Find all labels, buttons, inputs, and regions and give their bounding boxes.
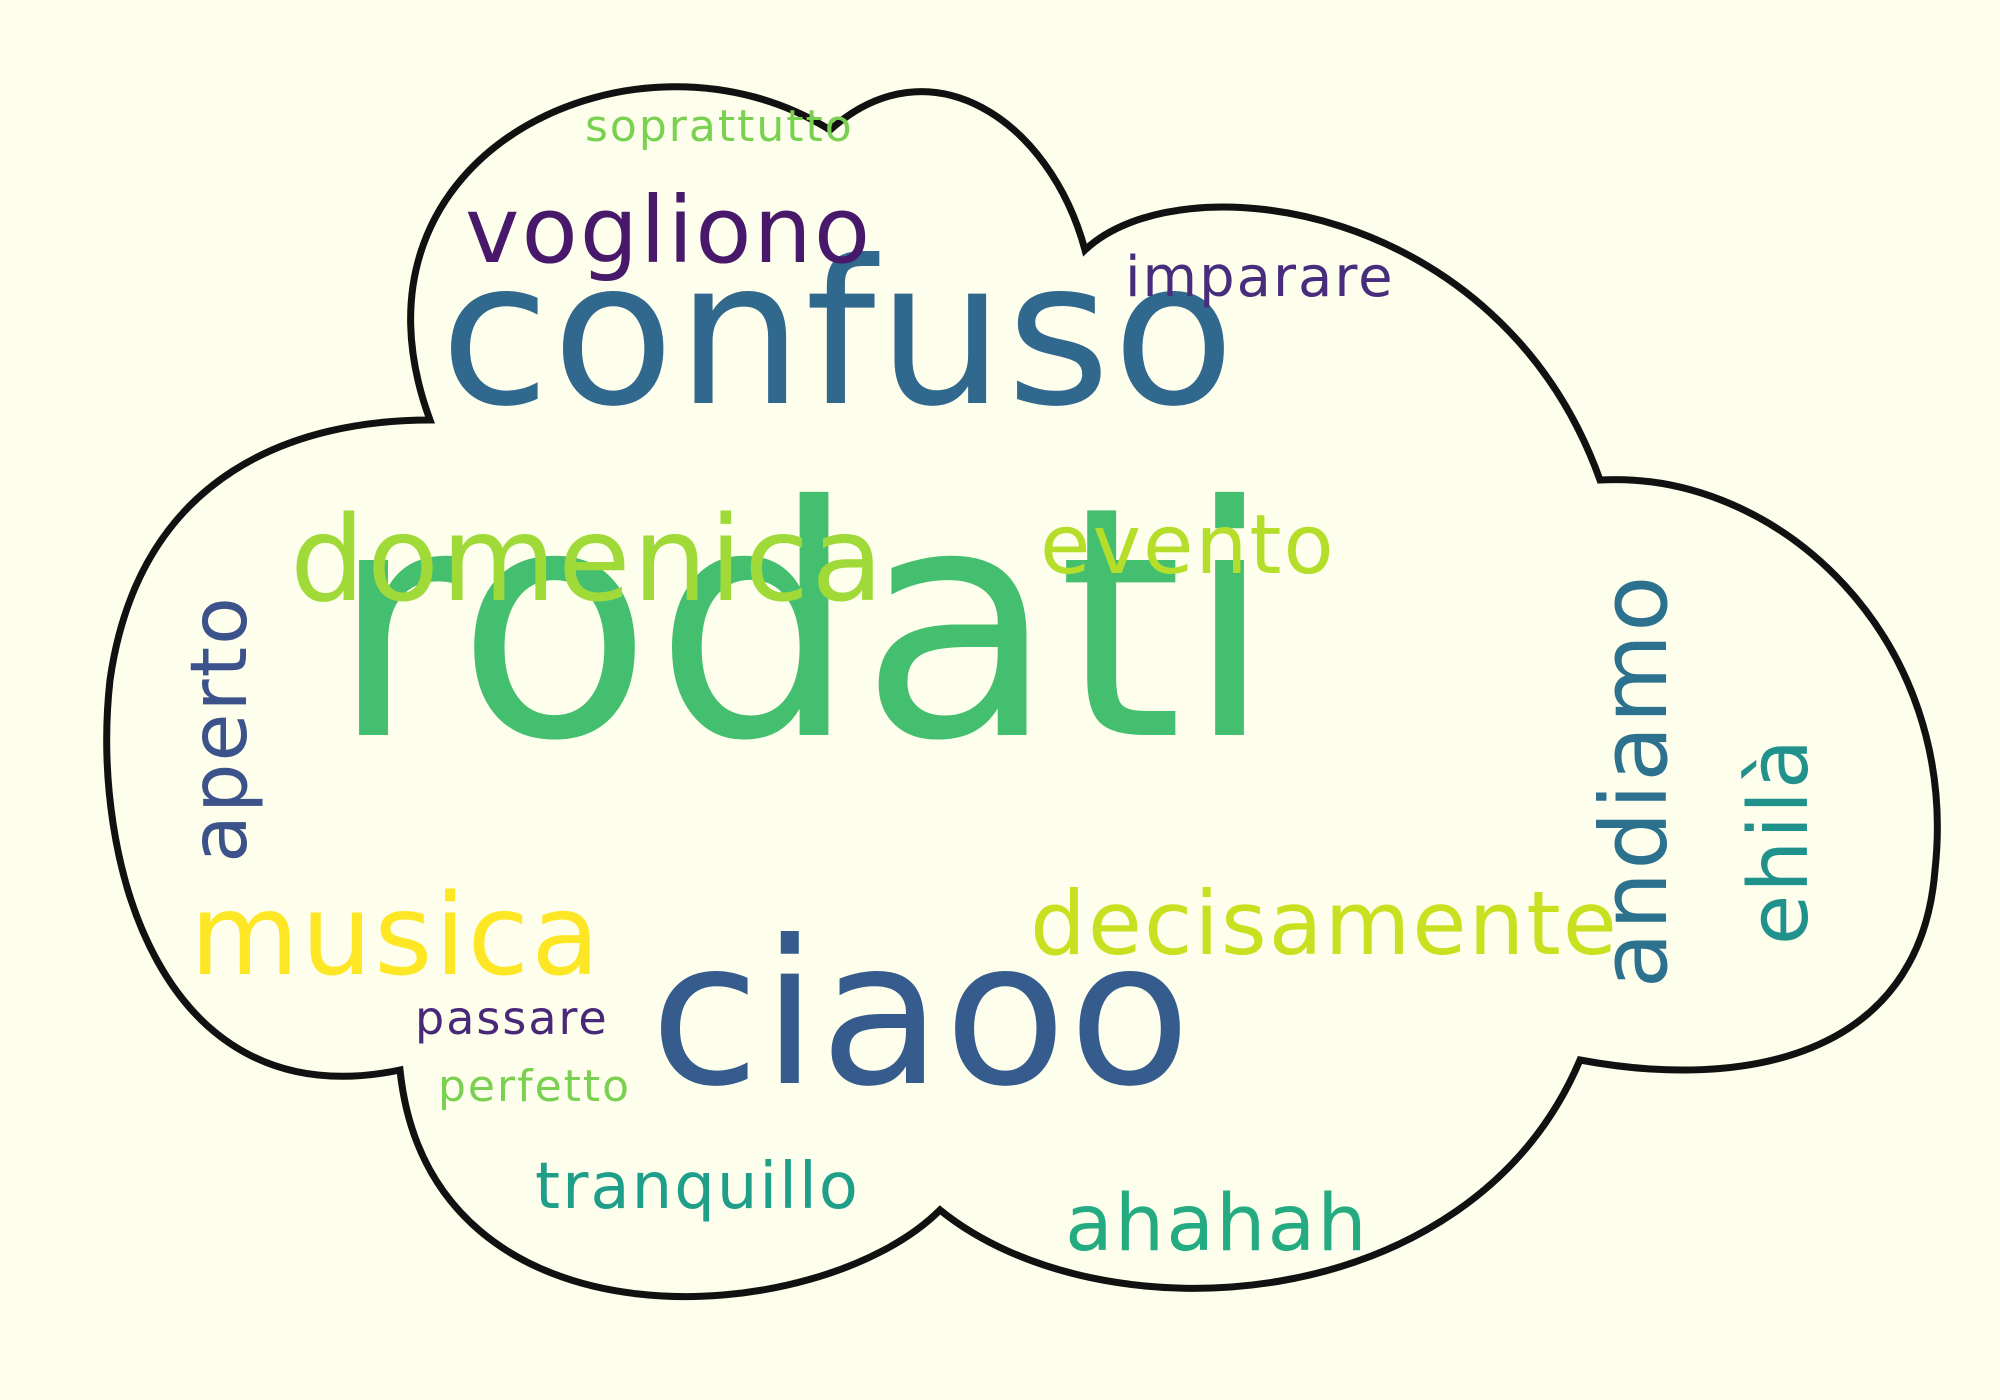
word-imparare: imparare [1125, 245, 1395, 310]
word-rodati: rodati [330, 439, 1276, 811]
word-aperto: aperto [175, 595, 265, 863]
word-andiamo: andiamo [1581, 573, 1688, 989]
word-soprattutto: soprattutto [585, 101, 854, 152]
word-evento: evento [1040, 498, 1336, 593]
word-ahahah: ahahah [1065, 1179, 1369, 1269]
word-tranquillo: tranquillo [535, 1150, 860, 1224]
word-ciaoo: ciaoo [650, 898, 1193, 1131]
word-passare: passare [415, 991, 609, 1045]
word-decisamente: decisamente [1030, 872, 1619, 975]
word-domenica: domenica [290, 490, 886, 628]
word-perfetto: perfetto [438, 1061, 632, 1112]
word-musica: musica [190, 871, 602, 1001]
word-ehila: ehilà [1732, 736, 1827, 946]
word-confuso: confuso [440, 218, 1237, 451]
word-vogliono: vogliono [465, 177, 873, 284]
